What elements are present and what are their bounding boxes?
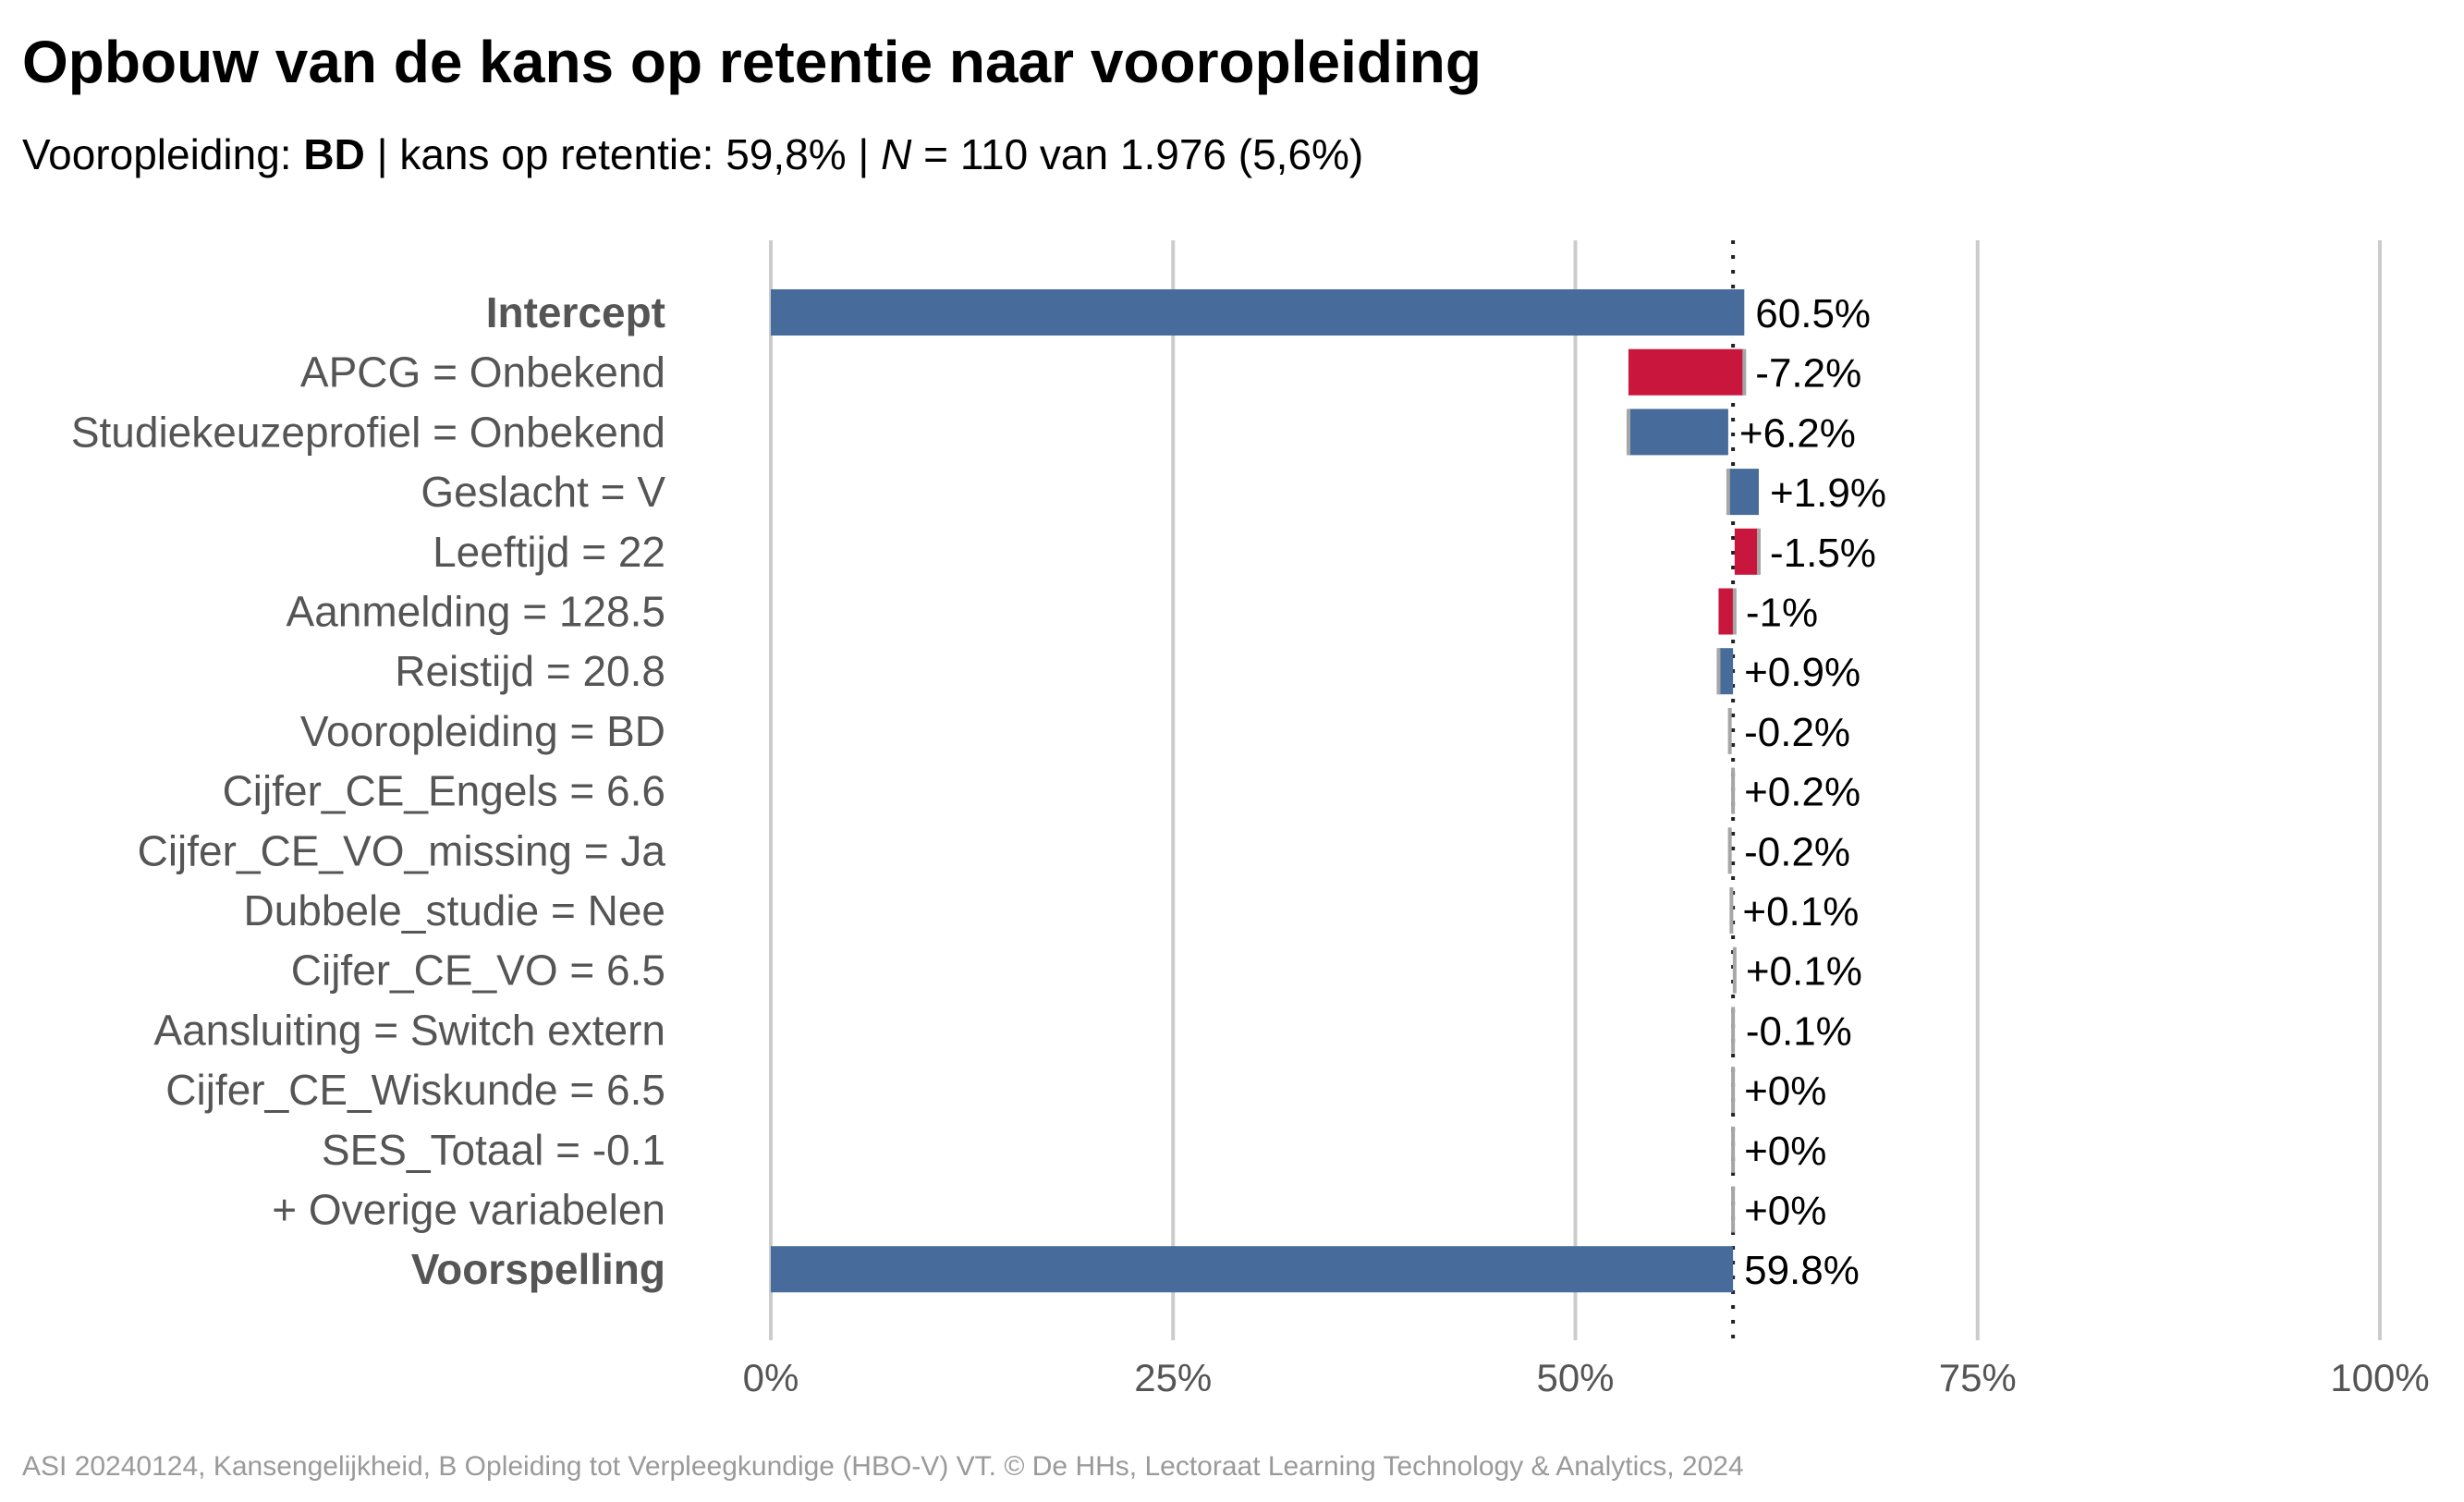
bar-connector [1626,409,1630,456]
bar [1731,767,1736,814]
chart-title: Opbouw van de kans op retentie naar voor… [22,29,1482,95]
x-tick-label: 75% [1939,1356,2017,1399]
bar [1727,707,1732,754]
bar-connector [1756,528,1761,575]
value-label: +0.2% [1744,770,1860,815]
bar [771,1246,1734,1293]
value-label: -0.1% [1746,1008,1852,1054]
value-label: 59.8% [1744,1248,1860,1293]
row-label: Studiekeuzeprofiel = Onbekend [71,408,665,456]
subtitle-n-symbol: N [881,130,912,178]
bar-connector [1726,469,1730,516]
x-tick-label: 0% [743,1356,799,1399]
bar [1731,1067,1736,1114]
row-label: Cijfer_CE_Engels = 6.6 [223,767,665,815]
bar [1628,348,1745,396]
value-label: +0.9% [1744,650,1860,695]
bar [1729,887,1734,934]
chart-caption: ASI 20240124, Kansengelijkheid, B Opleid… [22,1451,1744,1482]
value-label: -1% [1746,591,1818,636]
row-label: Dubbele_studie = Nee [244,886,666,934]
bar [1727,469,1759,516]
bar-connector [1732,588,1737,635]
value-label: -0.2% [1744,829,1850,874]
bar [1734,528,1759,575]
row-label: + Overige variabelen [272,1186,665,1234]
subtitle-retention: | kans op retentie: 59,8% | [364,130,882,178]
row-label: Voorspelling [411,1245,665,1293]
value-label: -0.2% [1744,710,1850,755]
bars [771,289,1761,1293]
row-labels: Intercept APCG = Onbekend Studiekeuzeprofi… [71,288,666,1293]
value-label: +6.2% [1739,410,1856,456]
row-label: SES_Totaal = -0.1 [322,1126,665,1174]
bar-connector [1742,348,1747,396]
waterfall-chart: Intercept APCG = Onbekend Studiekeuzeprofi… [71,240,2430,1399]
chart-subtitle: Vooropleiding: BD | kans op retentie: 59… [22,129,1363,179]
value-label: +0% [1744,1068,1826,1114]
value-label: +0% [1744,1129,1826,1174]
x-axis-ticks: 0% 25% 50% 75% 100% [743,1356,2430,1399]
bar [1718,648,1734,695]
bar-connector [1716,648,1721,695]
subtitle-prefix: Vooropleiding: [22,130,304,178]
bar [1718,588,1735,635]
row-label: Reistijd = 20.8 [395,647,665,695]
x-tick-label: 100% [2330,1356,2429,1399]
value-label: +0.1% [1742,889,1859,934]
value-label: -1.5% [1770,531,1876,576]
x-tick-label: 50% [1536,1356,1614,1399]
bar [1731,1007,1736,1054]
value-label: 60.5% [1755,291,1871,336]
bar [1731,1186,1736,1233]
value-labels: 60.5% -7.2% +6.2% +1.9% -1.5% -1% +0.9% -0.2% +0… [1739,291,1886,1293]
bar [1727,827,1732,874]
value-label: -7.2% [1755,351,1861,397]
bar [1732,946,1737,994]
row-label: Aanmelding = 128.5 [287,588,665,636]
row-label: Aansluiting = Switch extern [153,1006,665,1054]
grid-lines [769,240,2382,1340]
value-label: +1.9% [1770,470,1886,516]
subtitle-n-text: = 110 van 1.976 (5,6%) [911,130,1364,178]
row-label: Vooropleiding = BD [300,707,665,755]
row-label: Intercept [486,288,665,336]
bar [1628,409,1728,456]
row-label: Cijfer_CE_VO_missing = Ja [138,826,666,874]
row-label: APCG = Onbekend [300,348,665,397]
row-label: Leeftijd = 22 [433,528,665,576]
x-tick-label: 25% [1134,1356,1212,1399]
value-label: +0% [1744,1189,1826,1234]
bar [1731,1126,1736,1173]
row-label: Geslacht = V [421,468,665,516]
value-label: +0.1% [1746,949,1862,995]
row-label: Cijfer_CE_Wiskunde = 6.5 [165,1066,665,1114]
subtitle-group: BD [303,130,365,178]
row-label: Cijfer_CE_VO = 6.5 [291,946,665,995]
bar [771,289,1745,336]
